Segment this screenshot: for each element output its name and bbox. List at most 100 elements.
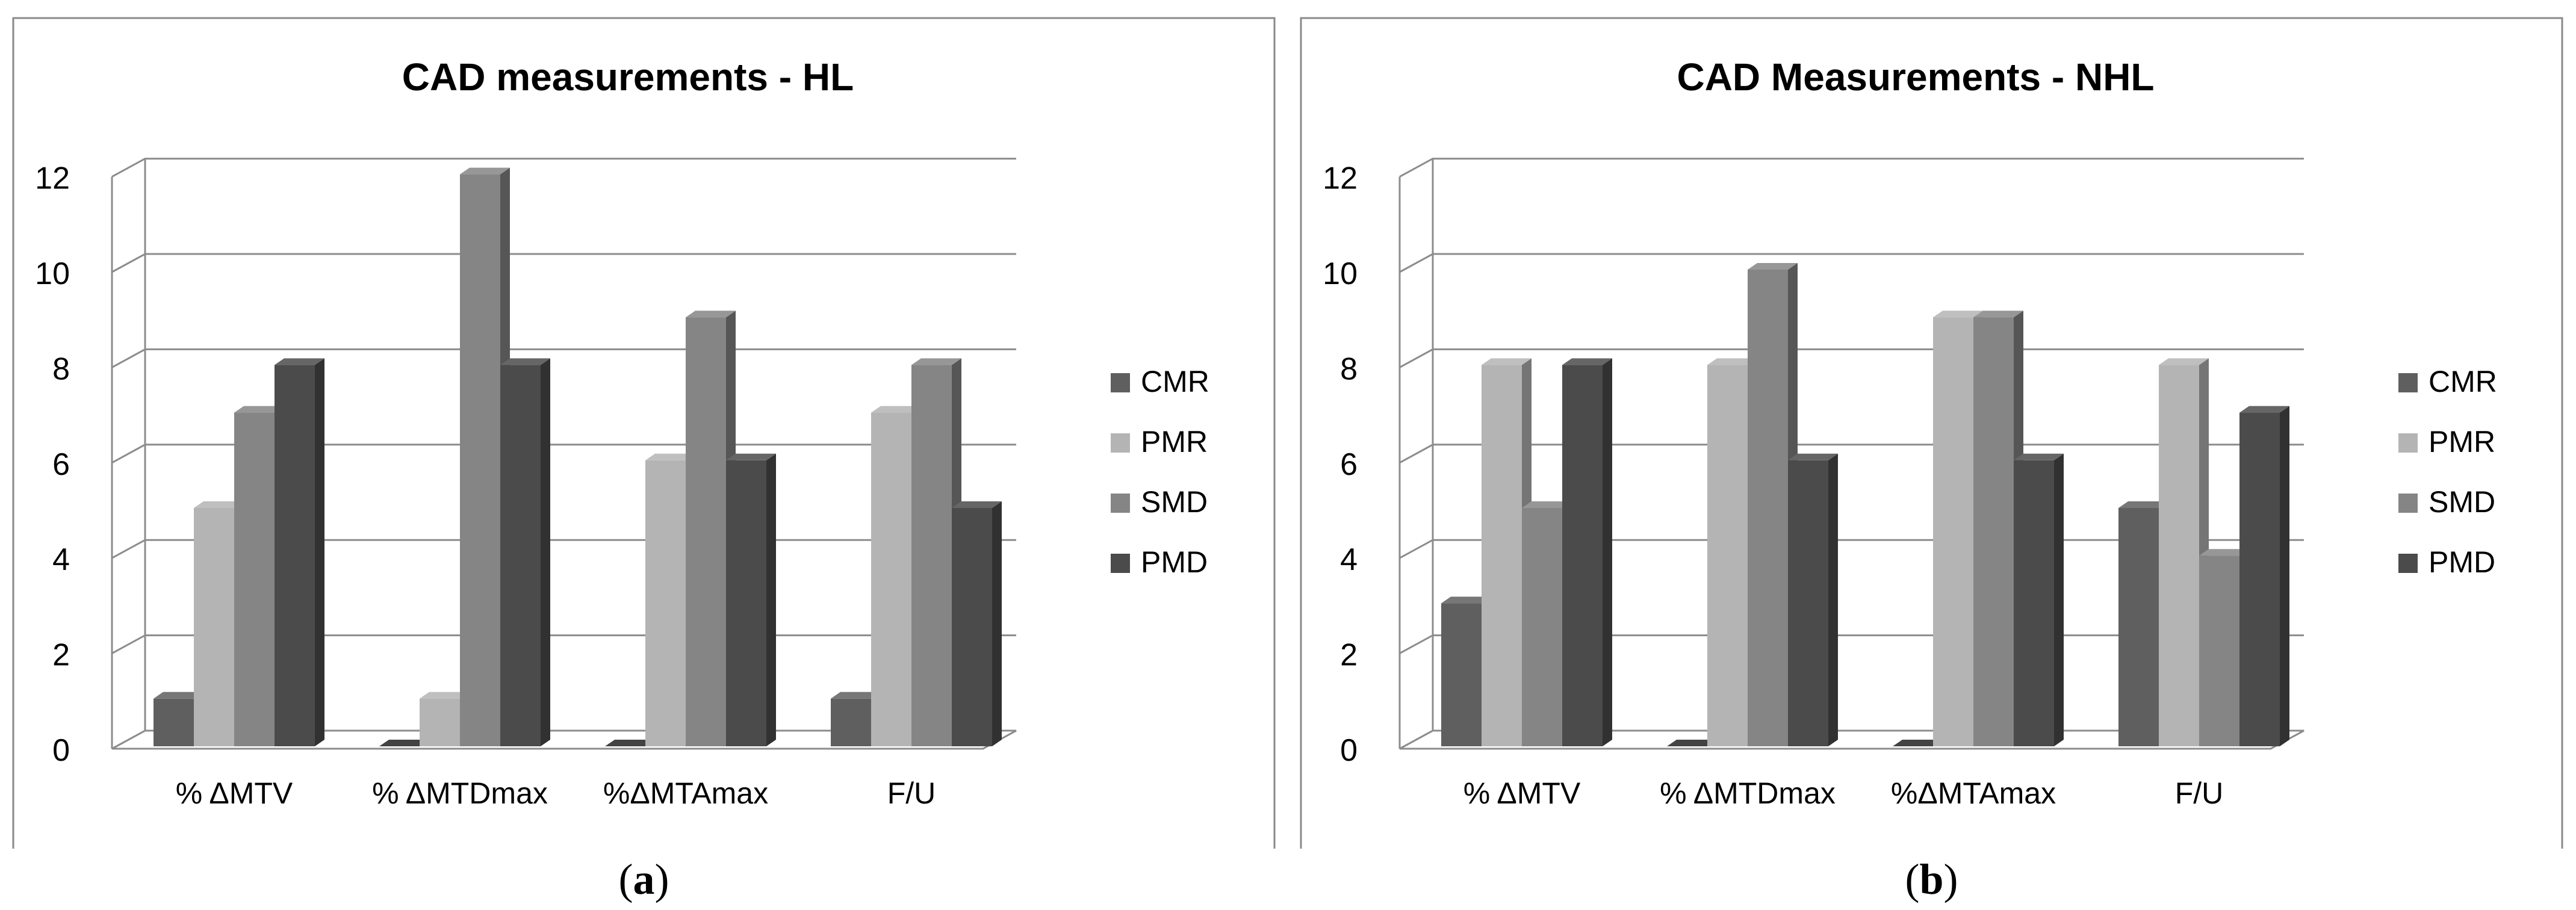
legend-swatch [1111,373,1130,392]
x-tick-label: F/U [887,776,936,810]
legend-label: SMD [2429,485,2495,519]
bar-front [420,698,460,746]
chart-legend: CMR PMR SMD PMD [1111,365,1209,579]
bar-top [2118,501,2168,508]
legend-label: PMD [1141,545,1208,579]
bar-top [1973,311,2023,318]
y-tick-label: 12 [1323,161,1358,196]
bar-top [500,358,550,365]
bar-front [460,174,500,747]
bar-front [194,508,234,746]
bar-front [1933,317,1973,746]
chart-floor [1399,729,2304,750]
x-tick-label: % ΔMTV [1463,776,1581,810]
legend-item-cmr: CMR [2398,365,2497,398]
panel-letter-a: a [633,855,655,903]
legend-item-pmd: PMD [1111,545,1208,579]
legend-swatch [2398,433,2418,453]
bar-front [2159,365,2199,746]
bar-front [952,508,992,746]
bar-top [1748,263,1798,270]
chart-floor [111,729,1017,750]
chart-panel-b: CAD Measurements - NHL 0 2 4 6 8 10 12 % ΔMTV % Δ… [1288,0,2575,910]
gridline [111,253,1016,273]
chart-panel-a: CAD measurements - HL 0 2 4 6 8 10 12 % ΔMTV % ΔM… [12,17,1276,903]
legend-item-smd: SMD [1111,485,1208,519]
legend-swatch [1111,433,1130,453]
legend-item-pmr: PMR [2398,425,2495,459]
chart-a: CAD measurements - HL 0 2 4 6 8 10 12 % ΔMTV % ΔM… [12,17,1276,849]
bar-front [1482,365,1522,746]
bar-top [871,406,921,413]
bar-top [2159,358,2209,365]
x-tick-label: % ΔMTV [176,776,293,810]
y-tick-label: 6 [52,447,70,482]
bar-top [1441,596,1491,604]
x-tick-label: F/U [2175,776,2224,810]
bar-side [992,501,1002,746]
bar-front [234,412,275,746]
bar-pmd [726,453,776,746]
y-tick-label: 4 [1340,542,1358,577]
bar-side [1828,453,1838,746]
y-tick-label: 10 [35,256,70,291]
bar-cmr [379,740,429,746]
bar-top [911,358,961,365]
bar-front [1788,460,1828,746]
bar-top [1562,358,1612,365]
bar-front [2118,508,2159,746]
x-tick-label: % ΔMTDmax [1660,776,1836,810]
bar-pmd [2239,406,2289,746]
chart-title: CAD Measurements - NHL [1677,55,2154,99]
bar-top [234,406,284,413]
y-tick-label: 8 [1340,351,1358,386]
bar-pmd [275,358,324,746]
legend-label: SMD [1141,485,1208,519]
bar-top [1667,740,1717,746]
bar-front [911,365,952,746]
y-tick-label: 4 [52,542,70,577]
bar-top [686,311,736,318]
bar-front [1441,603,1482,746]
bar-top [726,453,776,460]
legend-item-pmd: PMD [2398,545,2495,579]
legend-label: CMR [2429,365,2497,398]
bar-top [2239,406,2289,413]
bar-pmd [500,358,550,746]
gridline [111,158,1016,178]
y-tick-label: 2 [52,638,70,673]
chart-legend: CMR PMR SMD PMD [2398,365,2497,579]
y-tick-label: 2 [1340,638,1358,673]
legend-label: PMD [2429,545,2495,579]
bar-front [2199,556,2239,746]
x-tick-label: %ΔMTAmax [603,776,768,810]
bar-top [831,692,881,699]
legend-swatch [2398,494,2418,513]
legend-swatch [2398,554,2418,573]
bar-front [500,365,541,746]
y-tick-label: 6 [1340,447,1358,482]
bar-front [1973,317,2014,746]
legend-label: PMR [1141,425,1208,459]
bar-top [1522,501,1572,508]
bar-side [2054,453,2064,746]
bar-top [1788,453,1838,460]
legend-item-pmr: PMR [1111,425,1208,459]
bar-pmd [952,501,1002,746]
bar-top [275,358,324,365]
bar-top [645,453,695,460]
bar-cmr [1667,740,1717,746]
y-tick-label: 10 [1323,256,1358,291]
bar-front [1707,365,1748,746]
legend-label: PMR [2429,425,2495,459]
panel-label-a: (a) [618,855,669,903]
bar-side [315,358,324,746]
bar-top [154,692,203,699]
bar-top [1707,358,1757,365]
bar-front [686,317,726,746]
chart-b: CAD Measurements - NHL 0 2 4 6 8 10 12 % ΔMTV % Δ… [1300,17,2563,849]
legend-swatch [1111,554,1130,573]
bar-top [952,501,1002,508]
bar-front [2239,412,2280,746]
bar-top [1933,311,1983,318]
